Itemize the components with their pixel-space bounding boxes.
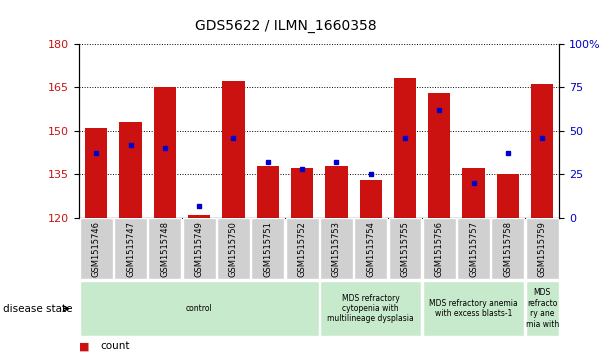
Bar — [188, 215, 210, 218]
Bar — [251, 219, 284, 279]
Text: MDS refractory
cytopenia with
multilineage dysplasia: MDS refractory cytopenia with multilinea… — [327, 294, 414, 323]
Bar — [154, 87, 176, 218]
Text: disease state: disease state — [3, 303, 72, 314]
Bar — [257, 166, 279, 218]
Bar — [85, 128, 108, 218]
Text: GSM1515756: GSM1515756 — [435, 221, 444, 277]
Text: count: count — [100, 341, 130, 351]
Bar — [80, 281, 319, 337]
Bar — [286, 219, 319, 279]
Bar — [428, 93, 451, 218]
Bar — [526, 281, 559, 337]
Bar — [80, 219, 112, 279]
Bar — [320, 281, 421, 337]
Text: ■: ■ — [79, 341, 89, 351]
Text: GSM1515747: GSM1515747 — [126, 221, 135, 277]
Text: GSM1515752: GSM1515752 — [297, 221, 306, 277]
Text: GSM1515755: GSM1515755 — [401, 221, 409, 277]
Text: control: control — [186, 304, 212, 313]
Bar — [389, 219, 421, 279]
Bar — [325, 166, 348, 218]
Text: GSM1515748: GSM1515748 — [161, 221, 169, 277]
Text: GSM1515757: GSM1515757 — [469, 221, 478, 277]
Text: GSM1515753: GSM1515753 — [332, 221, 341, 277]
Text: GSM1515758: GSM1515758 — [503, 221, 513, 277]
Text: MDS
refracto
ry ane
mia with: MDS refracto ry ane mia with — [525, 289, 559, 329]
Bar — [291, 168, 313, 218]
Text: GSM1515751: GSM1515751 — [263, 221, 272, 277]
Text: GSM1515750: GSM1515750 — [229, 221, 238, 277]
Bar — [217, 219, 250, 279]
Bar — [526, 219, 559, 279]
Bar — [423, 281, 524, 337]
Bar — [531, 84, 553, 218]
Bar — [114, 219, 147, 279]
Bar — [394, 78, 416, 218]
Bar — [320, 219, 353, 279]
Text: GSM1515759: GSM1515759 — [537, 221, 547, 277]
Bar — [119, 122, 142, 218]
Bar — [359, 180, 382, 218]
Bar — [463, 168, 485, 218]
Bar — [423, 219, 456, 279]
Bar — [457, 219, 490, 279]
Text: MDS refractory anemia
with excess blasts-1: MDS refractory anemia with excess blasts… — [429, 299, 518, 318]
Bar — [354, 219, 387, 279]
Bar — [223, 81, 244, 218]
Text: GSM1515746: GSM1515746 — [92, 221, 101, 277]
Bar — [148, 219, 181, 279]
Text: GSM1515754: GSM1515754 — [366, 221, 375, 277]
Text: GDS5622 / ILMN_1660358: GDS5622 / ILMN_1660358 — [195, 19, 376, 33]
Bar — [491, 219, 524, 279]
Bar — [182, 219, 216, 279]
Bar — [497, 174, 519, 218]
Text: GSM1515749: GSM1515749 — [195, 221, 204, 277]
